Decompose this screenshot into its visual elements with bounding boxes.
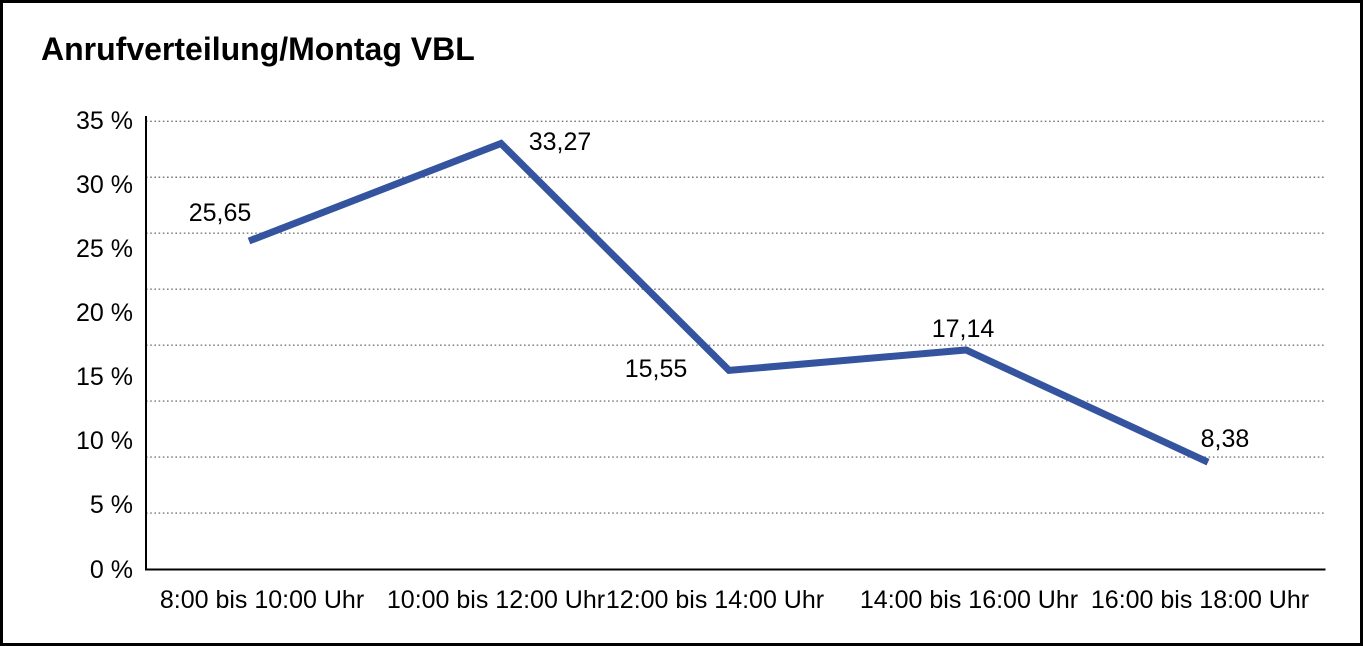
x-axis-category-label: 12:00 bis 14:00 Uhr: [605, 586, 825, 614]
y-axis-tick-label: 20 %: [76, 299, 133, 328]
x-axis-category-label: 16:00 bis 18:00 Uhr: [1090, 586, 1310, 614]
y-axis-tick-label: 0 %: [89, 555, 133, 584]
x-axis-category-label: 8:00 bis 10:00 Uhr: [159, 586, 365, 614]
y-axis-tick-label: 5 %: [89, 491, 133, 520]
y-axis-tick-label: 15 %: [76, 363, 133, 392]
data-point-label: 17,14: [931, 315, 995, 343]
x-axis-category-label: 14:00 bis 16:00 Uhr: [859, 586, 1079, 614]
data-line-series: [247, 139, 1210, 466]
data-point-label: 8,38: [1200, 425, 1250, 454]
data-point-label: 33,27: [528, 128, 592, 157]
chart-title: Anrufverteilung/Montag VBL: [41, 31, 475, 67]
line-chart-canvas: [145, 116, 1326, 571]
data-point-label: 25,65: [188, 199, 252, 228]
y-axis-tick-label: 10 %: [76, 427, 133, 456]
y-axis-tick-label: 35 %: [76, 107, 133, 136]
data-point-label: 15,55: [624, 355, 688, 384]
x-axis-category-label: 10:00 bis 12:00 Uhr: [386, 586, 606, 614]
y-axis-tick-label: 25 %: [76, 235, 133, 264]
y-axis-tick-label: 30 %: [76, 171, 133, 200]
